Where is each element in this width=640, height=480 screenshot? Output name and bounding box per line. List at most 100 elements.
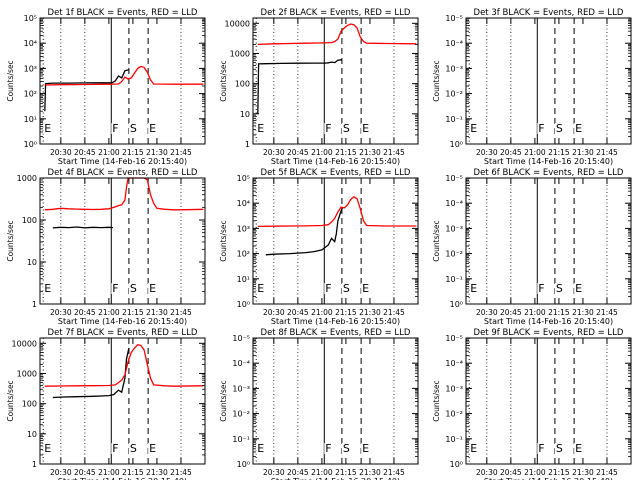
marker-label-f: F: [112, 122, 118, 135]
y-tick-label: 10⁵: [24, 14, 37, 23]
series-lld: [257, 195, 417, 228]
x-axis-label: Start Time (14-Feb-16 20:15:40): [58, 157, 187, 166]
marker-label-bg: [554, 123, 564, 134]
x-axis-label: Start Time (14-Feb-16 20:15:40): [271, 157, 400, 166]
y-tick-label: 10⁻⁵: [445, 174, 463, 183]
marker-label-bg: [537, 283, 547, 294]
marker-label-f: F: [325, 122, 331, 135]
x-tick-label: 20:45: [287, 468, 309, 477]
x-tick-label: 21:45: [596, 148, 618, 157]
marker-label-e: E: [575, 282, 582, 295]
marker-label-bg: [469, 443, 479, 454]
marker-label-e: E: [44, 442, 51, 455]
panel-title: Det 6f BLACK = Events, RED = LLD: [474, 168, 624, 178]
x-tick-label: 21:30: [359, 468, 381, 477]
marker-label-e: E: [362, 282, 369, 295]
marker-label-s: S: [556, 122, 563, 135]
series-events: [257, 59, 342, 114]
x-tick-label: 21:15: [548, 308, 570, 317]
y-axis-label: Counts/sec: [6, 380, 15, 421]
y-tick-label: 10⁴: [237, 199, 250, 208]
marker-label-bg: [574, 123, 584, 134]
y-tick-label: 10⁻¹: [445, 275, 463, 284]
y-tick-label: 100: [22, 216, 37, 225]
marker-label-f: F: [538, 282, 544, 295]
y-tick-label: 1000: [17, 174, 37, 183]
x-axis-label: Start Time (14-Feb-16 20:15:40): [271, 317, 400, 326]
x-tick-label: 20:45: [74, 148, 96, 157]
series-lld: [44, 177, 204, 211]
marker-label-bg: [574, 443, 584, 454]
x-tick-label: 20:30: [263, 468, 285, 477]
x-tick-label: 21:30: [146, 148, 168, 157]
marker-label-bg: [574, 283, 584, 294]
y-axis-label: Counts/sec: [219, 60, 228, 101]
x-tick-label: 21:15: [122, 148, 144, 157]
x-tick-label: 20:30: [50, 468, 72, 477]
x-tick-label: 21:15: [548, 468, 570, 477]
x-tick-label: 20:45: [500, 468, 522, 477]
marker-label-bg: [43, 443, 53, 454]
y-tick-label: 10⁻³: [445, 64, 463, 73]
marker-label-bg: [341, 123, 351, 134]
y-tick-label: 1000: [230, 49, 250, 58]
marker-label-f: F: [112, 282, 118, 295]
x-tick-label: 20:45: [500, 148, 522, 157]
marker-label-bg: [148, 123, 158, 134]
y-tick-label: 10³: [24, 64, 37, 73]
x-axis-label: Start Time (14-Feb-16 20:15:40): [484, 477, 613, 480]
marker-label-e: E: [149, 442, 156, 455]
y-tick-label: 10⁰: [450, 140, 463, 149]
x-tick-label: 21:45: [383, 148, 405, 157]
panel-title: Det 8f BLACK = Events, RED = LLD: [261, 328, 411, 338]
x-tick-label: 20:30: [476, 148, 498, 157]
axes-frame: [252, 337, 419, 465]
x-tick-label: 20:45: [500, 308, 522, 317]
panel-title: Det 4f BLACK = Events, RED = LLD: [48, 168, 198, 178]
x-tick-label: 21:30: [359, 308, 381, 317]
y-tick-label: 10⁵: [237, 174, 250, 183]
y-tick-label: 10⁻¹: [232, 435, 250, 444]
marker-label-bg: [43, 283, 53, 294]
y-tick-label: 1: [32, 460, 37, 469]
y-tick-label: 10⁻⁴: [445, 359, 463, 368]
series-lld: [44, 65, 204, 86]
marker-label-bg: [554, 443, 564, 454]
x-axis-label: Start Time (14-Feb-16 20:15:40): [58, 477, 187, 480]
x-axis-label: Start Time (14-Feb-16 20:15:40): [484, 317, 613, 326]
marker-label-e: E: [149, 282, 156, 295]
marker-label-bg: [256, 123, 266, 134]
marker-label-bg: [111, 283, 121, 294]
marker-label-bg: [256, 283, 266, 294]
marker-label-s: S: [343, 282, 350, 295]
marker-label-e: E: [257, 442, 264, 455]
marker-label-e: E: [149, 122, 156, 135]
panel-title: Det 9f BLACK = Events, RED = LLD: [474, 328, 624, 338]
marker-label-bg: [537, 123, 547, 134]
y-tick-label: 10⁻¹: [445, 435, 463, 444]
x-axis-label: Start Time (14-Feb-16 20:15:40): [484, 157, 613, 166]
x-tick-label: 21:30: [572, 148, 594, 157]
x-tick-label: 21:15: [122, 468, 144, 477]
x-tick-label: 21:00: [98, 148, 120, 157]
x-tick-label: 21:45: [596, 468, 618, 477]
x-tick-label: 21:45: [383, 468, 405, 477]
marker-label-bg: [361, 283, 371, 294]
x-tick-label: 20:45: [74, 468, 96, 477]
y-tick-label: 10⁰: [237, 460, 250, 469]
y-tick-label: 10⁰: [450, 300, 463, 309]
y-tick-label: 10⁻⁴: [232, 359, 250, 368]
y-axis-label: Counts/sec: [432, 60, 441, 101]
x-tick-label: 20:30: [476, 468, 498, 477]
x-tick-label: 21:30: [146, 308, 168, 317]
x-tick-label: 21:45: [170, 308, 192, 317]
y-tick-label: 1: [245, 140, 250, 149]
axes-frame: [465, 17, 632, 145]
panel-title: Det 7f BLACK = Events, RED = LLD: [48, 328, 198, 338]
series-events: [52, 347, 130, 399]
marker-label-e: E: [470, 282, 477, 295]
